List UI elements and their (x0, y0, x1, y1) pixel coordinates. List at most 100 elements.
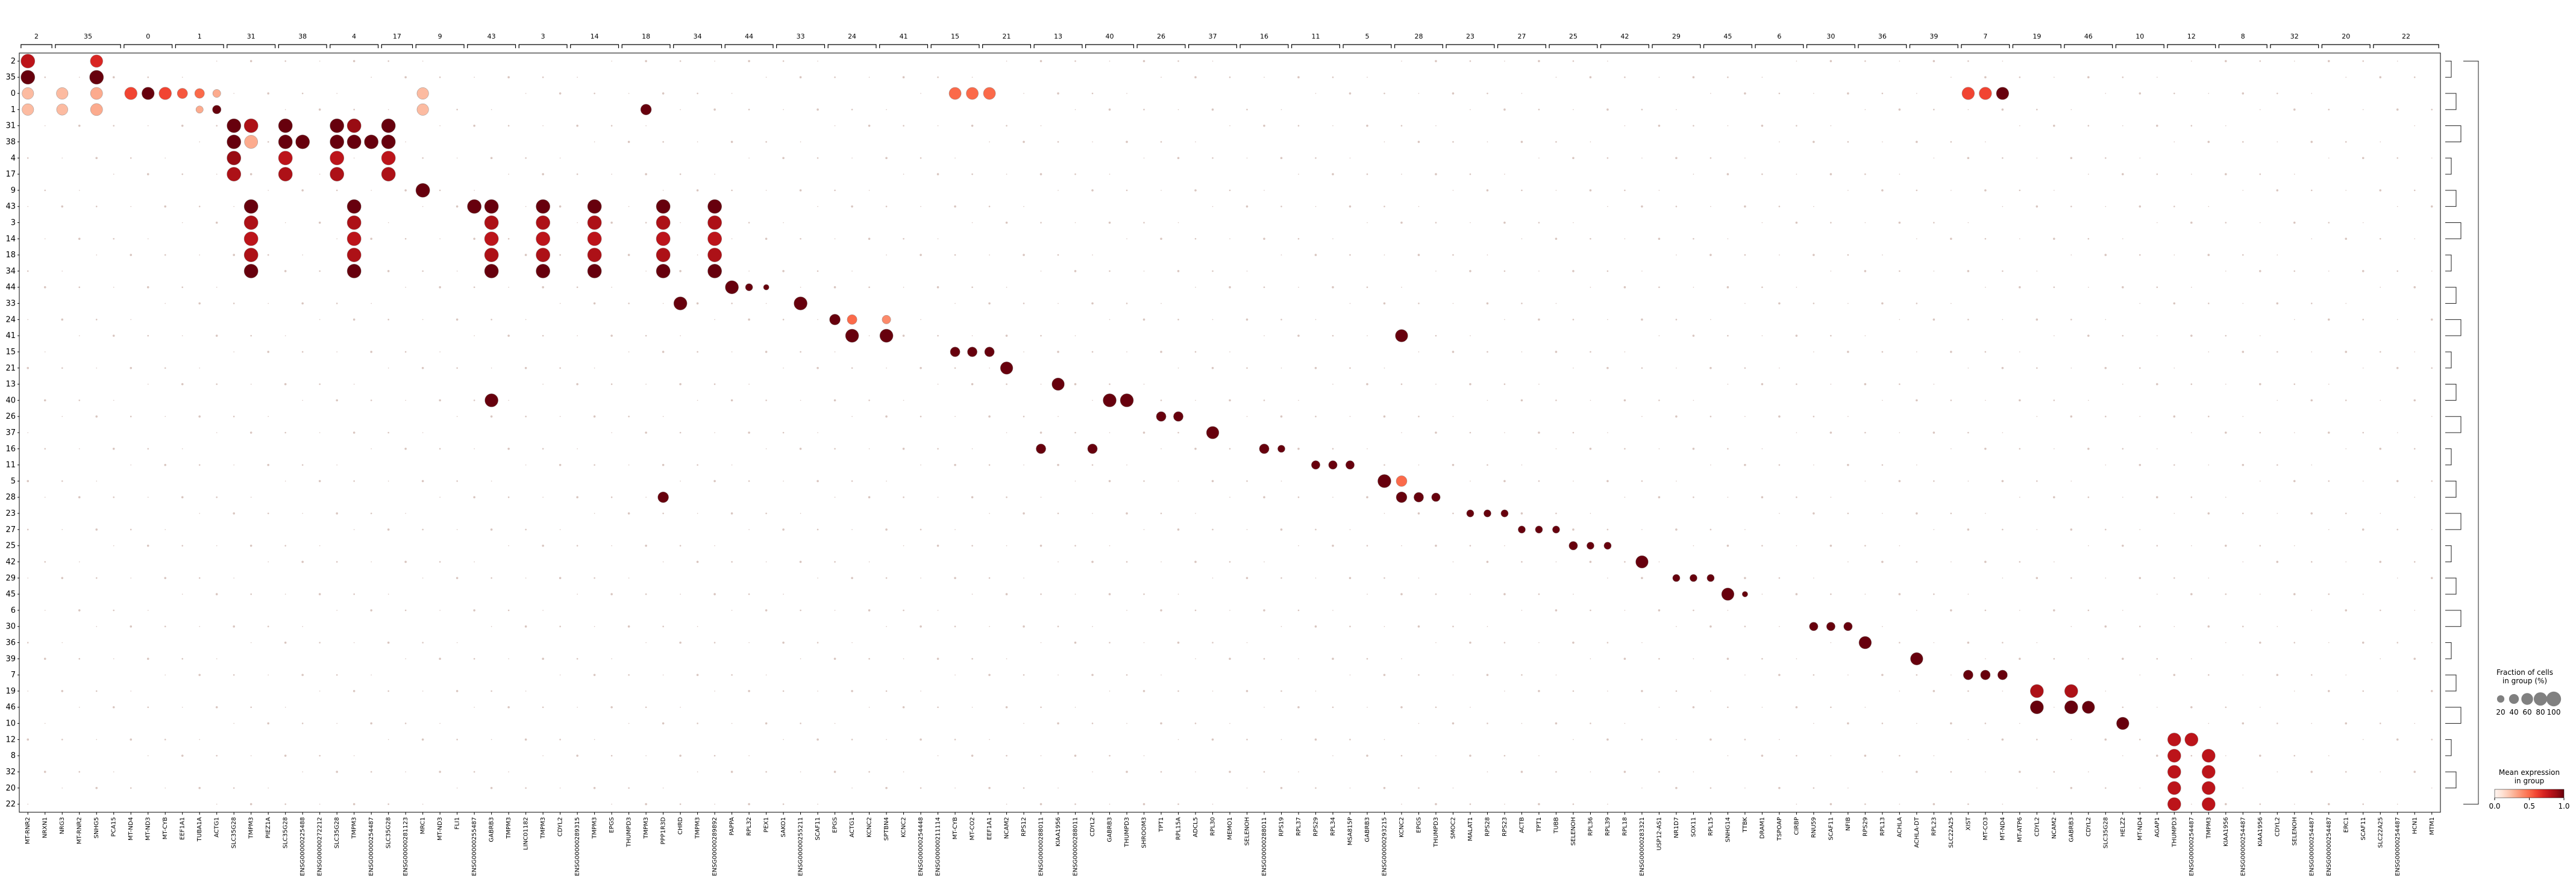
background-dot (645, 431, 647, 434)
background-dot (165, 416, 166, 417)
background-dot (422, 205, 424, 207)
background-dot (2259, 545, 2261, 547)
group-bracket (1961, 44, 2010, 48)
background-dot (1349, 625, 1351, 628)
background-dot (937, 448, 939, 450)
background-dot (2327, 318, 2330, 321)
background-dot (2327, 431, 2330, 434)
background-dot (783, 109, 784, 110)
background-dot (1847, 416, 1849, 417)
background-dot (851, 157, 853, 159)
background-dot (473, 496, 475, 499)
background-dot (1624, 238, 1626, 240)
background-dot (1315, 415, 1317, 418)
background-dot (662, 674, 664, 675)
background-dot (1658, 448, 1660, 450)
background-dot (1693, 174, 1694, 175)
background-dot (680, 480, 681, 482)
background-dot (2361, 528, 2364, 531)
background-dot (645, 334, 647, 337)
background-dot (2088, 174, 2089, 175)
background-dot (1916, 771, 1918, 773)
background-dot (1796, 545, 1797, 547)
background-dot (2224, 431, 2227, 434)
background-dot (95, 577, 98, 579)
background-dot (1555, 512, 1557, 515)
background-dot (474, 77, 475, 78)
dot (1741, 591, 1748, 598)
dot (707, 264, 722, 278)
gene-label: CDYL2 (2274, 817, 2281, 836)
background-dot (2396, 738, 2399, 741)
dot (640, 104, 652, 116)
background-dot (1229, 125, 1230, 127)
background-dot (78, 609, 81, 612)
background-dot (1384, 625, 1385, 627)
background-dot (1384, 92, 1385, 95)
background-dot (2156, 124, 2158, 127)
background-dot (1709, 528, 1712, 531)
background-dot (2259, 803, 2261, 805)
background-dot (2207, 674, 2210, 676)
background-dot (2001, 108, 2004, 111)
background-dot (679, 270, 682, 272)
background-dot (353, 383, 355, 385)
background-dot (1332, 173, 1334, 175)
background-dot (1298, 658, 1299, 660)
background-dot (112, 334, 115, 337)
group-label: 0 (146, 33, 150, 40)
background-dot (2156, 658, 2158, 660)
background-dot (593, 415, 596, 418)
background-dot (1779, 625, 1780, 627)
background-dot (782, 431, 785, 434)
background-dot (1263, 496, 1265, 499)
group-bracket (1858, 44, 1907, 48)
dot (1484, 509, 1491, 518)
background-dot (43, 657, 46, 660)
background-dot (903, 609, 904, 612)
background-dot (1057, 141, 1059, 143)
background-dot (1109, 174, 1111, 175)
background-dot (1864, 335, 1866, 336)
background-dot (439, 657, 441, 660)
background-dot (78, 771, 81, 773)
background-dot (800, 141, 801, 143)
gene-label: TMPM3 (248, 817, 255, 839)
background-dot (2310, 189, 2313, 192)
background-dot (989, 141, 990, 143)
background-dot (2122, 334, 2124, 337)
background-dot (1160, 237, 1162, 240)
background-dot (2139, 463, 2142, 466)
background-dot (2139, 674, 2141, 675)
dot (948, 87, 962, 100)
dot (194, 88, 205, 99)
background-dot (2242, 722, 2245, 725)
cluster-label: 20 (5, 784, 16, 793)
background-dot (1417, 254, 1420, 256)
background-dot (628, 722, 630, 724)
cluster-label: 14 (5, 234, 16, 243)
background-dot (1367, 594, 1368, 595)
background-dot (1572, 270, 1575, 272)
size-legend-tick: 80 (2536, 708, 2545, 716)
background-dot (1074, 383, 1077, 386)
background-dot (1143, 642, 1145, 644)
background-dot (147, 610, 149, 611)
dot (90, 103, 103, 116)
background-dot (989, 739, 990, 741)
background-dot (2104, 738, 2107, 741)
background-dot (1263, 771, 1265, 773)
background-dot (1916, 238, 1917, 240)
background-dot (903, 658, 904, 660)
background-dot (1384, 254, 1385, 255)
background-dot (2362, 480, 2364, 482)
background-dot (1452, 512, 1454, 515)
background-dot (456, 529, 458, 530)
background-dot (319, 545, 321, 547)
group-bracket (724, 44, 774, 48)
background-dot (2276, 560, 2279, 563)
background-dot (44, 561, 46, 563)
background-dot (525, 93, 527, 94)
background-dot (1143, 271, 1145, 272)
